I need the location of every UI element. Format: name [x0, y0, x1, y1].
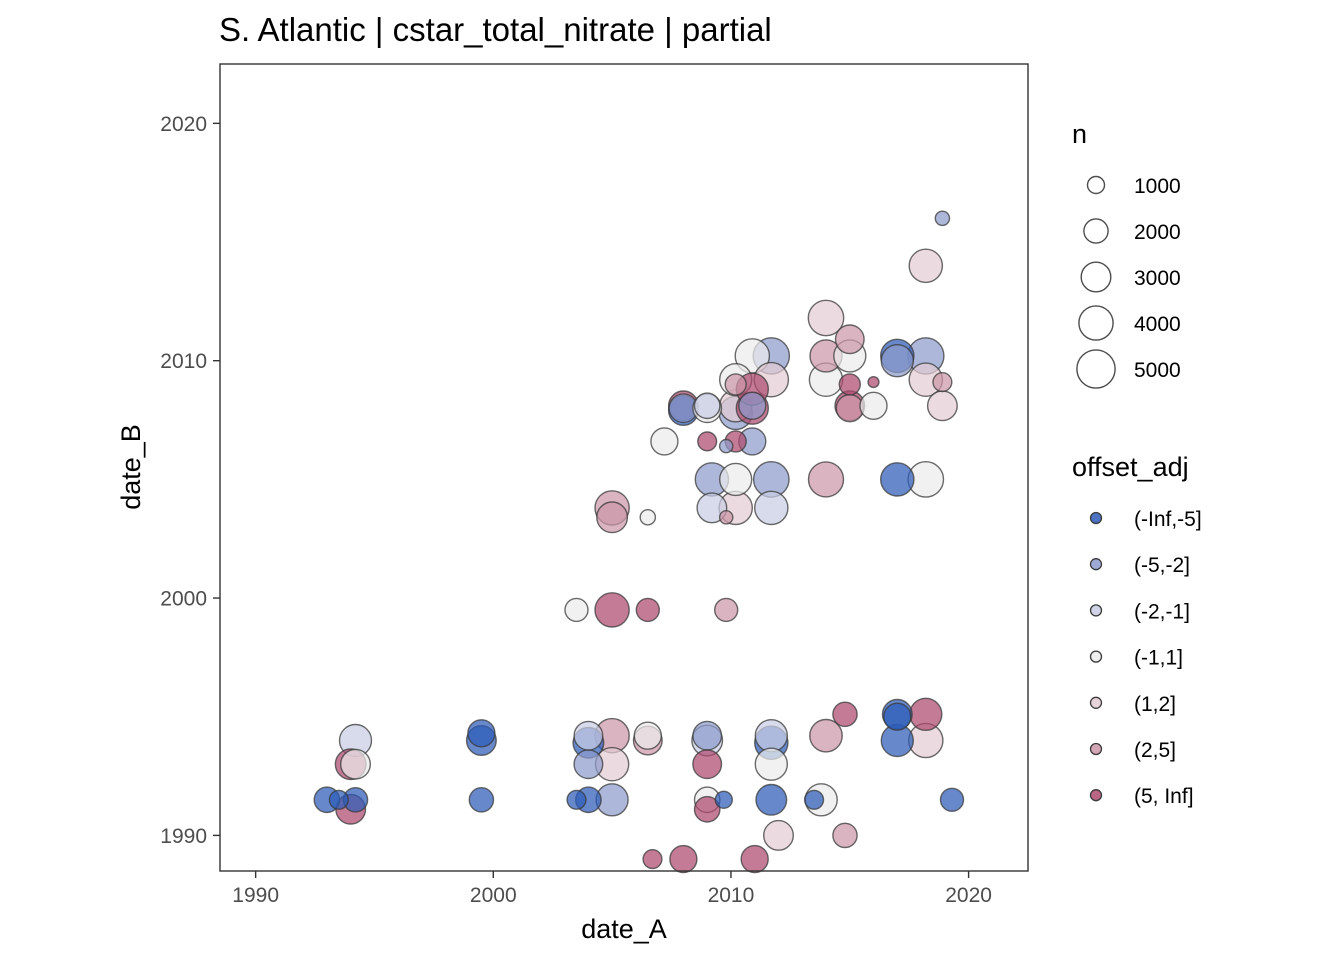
- size-legend-key: [1083, 218, 1109, 244]
- data-point: [573, 720, 604, 751]
- size-legend-label: 2000: [1134, 221, 1181, 244]
- data-point: [573, 749, 604, 780]
- data-point: [564, 597, 589, 623]
- data-point: [934, 210, 951, 227]
- points-layer: [313, 210, 965, 874]
- data-point: [763, 819, 795, 851]
- data-point: [754, 747, 788, 781]
- data-point: [880, 462, 915, 497]
- data-point: [803, 789, 825, 810]
- color-legend-key: [1089, 604, 1103, 617]
- data-point: [635, 597, 660, 623]
- size-legend-label: 4000: [1134, 313, 1181, 336]
- color-legend-label: (5, Inf]: [1134, 785, 1194, 808]
- color-legend-key: [1089, 789, 1103, 802]
- x-tick-label: 2010: [708, 884, 755, 907]
- data-point: [835, 394, 864, 423]
- data-point: [755, 783, 788, 816]
- x-axis-title: date_A: [581, 914, 667, 944]
- data-point: [714, 790, 733, 809]
- color-legend-label: (-2,-1]: [1134, 600, 1190, 623]
- data-point: [566, 789, 587, 810]
- data-point: [880, 344, 914, 378]
- chart-title: S. Atlantic | cstar_total_nitrate | part…: [219, 11, 772, 48]
- y-axis: 1990 2000 2010 2020: [160, 113, 220, 848]
- color-legend-label: (-1,1]: [1134, 647, 1183, 670]
- y-tick-label: 2000: [160, 588, 207, 611]
- y-axis-title: date_B: [116, 424, 146, 510]
- color-legend-label: (-Inf,-5]: [1134, 508, 1202, 531]
- data-point: [859, 391, 888, 420]
- y-tick-label: 2020: [160, 113, 207, 136]
- data-point: [697, 431, 718, 452]
- data-point: [639, 508, 657, 526]
- data-point: [692, 749, 723, 780]
- data-point: [908, 248, 944, 284]
- data-point: [838, 373, 861, 396]
- data-point: [738, 391, 767, 420]
- data-point: [719, 462, 753, 497]
- color-legend-key: [1089, 650, 1103, 663]
- size-legend-label: 1000: [1134, 175, 1181, 198]
- data-point: [594, 592, 630, 628]
- data-point: [939, 787, 965, 812]
- size-legend-key: [1080, 261, 1112, 293]
- data-point: [669, 844, 698, 874]
- data-point: [883, 702, 912, 731]
- data-point: [932, 372, 953, 393]
- data-point: [926, 390, 958, 422]
- data-point: [693, 795, 721, 823]
- data-point: [807, 461, 845, 498]
- color-legend-key: [1089, 511, 1103, 525]
- size-legend: n 1000 2000 3000 4000 5000: [1072, 119, 1181, 389]
- data-point: [740, 844, 769, 874]
- x-tick-label: 1990: [232, 884, 279, 907]
- data-point: [834, 324, 865, 355]
- size-legend-label: 3000: [1134, 267, 1181, 290]
- data-point: [809, 718, 843, 753]
- size-legend-label: 5000: [1134, 359, 1181, 382]
- y-tick-label: 1990: [160, 825, 207, 848]
- data-point: [807, 299, 845, 337]
- color-legend-title: offset_adj: [1072, 452, 1189, 482]
- color-legend-key: [1089, 696, 1103, 709]
- data-point: [642, 848, 663, 870]
- data-point: [328, 789, 349, 810]
- data-point: [692, 720, 723, 751]
- color-legend-label: (2,5]: [1134, 739, 1176, 762]
- data-point: [718, 509, 734, 525]
- y-tick-label: 2010: [160, 350, 207, 373]
- data-point: [633, 721, 662, 750]
- data-point: [754, 719, 788, 753]
- data-point: [596, 501, 629, 534]
- x-tick-label: 2020: [945, 884, 992, 907]
- data-point: [467, 719, 496, 748]
- color-legend-key: [1089, 558, 1103, 571]
- data-point: [832, 822, 858, 849]
- size-legend-key: [1086, 175, 1106, 195]
- data-point: [650, 427, 679, 456]
- data-point: [909, 697, 943, 731]
- color-legend: offset_adj (-Inf,-5] (-5,-2] (-2,-1] (-1,1]…: [1072, 452, 1202, 808]
- color-legend-key: [1089, 742, 1103, 756]
- data-point: [693, 392, 721, 420]
- data-point: [754, 490, 789, 526]
- data-point: [714, 597, 739, 623]
- x-tick-label: 2000: [470, 884, 517, 907]
- data-point: [867, 376, 880, 389]
- data-point: [724, 373, 747, 396]
- size-legend-key: [1078, 305, 1114, 341]
- x-axis: 1990 2000 2010 2020: [232, 871, 992, 907]
- size-legend-title: n: [1072, 119, 1087, 149]
- color-legend-label: (1,2]: [1134, 693, 1176, 716]
- data-point: [468, 787, 495, 813]
- data-point: [340, 748, 372, 780]
- data-point: [718, 438, 734, 454]
- plot-panel-border: [219, 63, 1029, 872]
- size-legend-key: [1076, 349, 1116, 389]
- data-point: [832, 701, 858, 728]
- color-legend-label: (-5,-2]: [1134, 554, 1190, 577]
